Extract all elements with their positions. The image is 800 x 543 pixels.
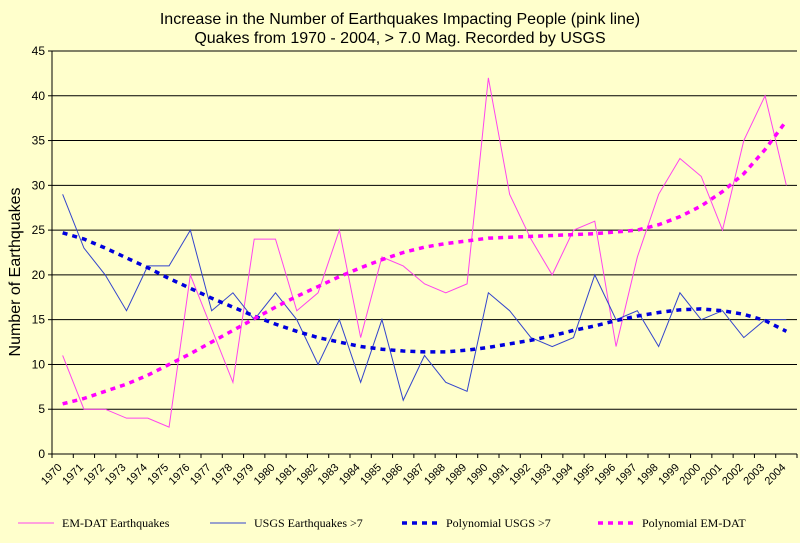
x-tick-label-1999: 1999 — [656, 462, 682, 488]
x-tick-label-1996: 1996 — [592, 462, 618, 488]
x-tick-label-1984: 1984 — [337, 462, 363, 488]
legend-label-0: EM-DAT Earthquakes — [62, 516, 170, 530]
x-tick-label-1993: 1993 — [529, 462, 555, 488]
x-tick-label-1977: 1977 — [188, 462, 214, 488]
x-tick-label-1990: 1990 — [465, 462, 491, 488]
y-tick-label-25: 25 — [32, 223, 46, 237]
x-tick-label-1973: 1973 — [103, 462, 129, 488]
y-tick-label-40: 40 — [32, 89, 46, 103]
legend-label-1: USGS Earthquakes >7 — [254, 516, 363, 530]
y-axis-label: Number of Earthquakes — [7, 188, 24, 357]
x-tick-label-1980: 1980 — [252, 462, 278, 488]
series-line-1 — [62, 194, 787, 402]
legend: EM-DAT Earthquakes USGS Earthquakes >7 Pol… — [18, 516, 746, 530]
x-tick-label-1994: 1994 — [550, 462, 576, 488]
x-tick-label-1981: 1981 — [273, 462, 299, 488]
x-tick-label-2004: 2004 — [763, 462, 789, 488]
legend-label-2: Polynomial USGS >7 — [446, 516, 551, 530]
x-tick-label-2002: 2002 — [720, 462, 746, 488]
series-layer — [62, 77, 788, 428]
x-tick-label-1971: 1971 — [60, 462, 86, 488]
x-tick-label-2001: 2001 — [699, 462, 725, 488]
x-tick-label-2003: 2003 — [741, 462, 767, 488]
axes — [51, 51, 797, 455]
x-tick-label-1975: 1975 — [145, 462, 171, 488]
x-tick-label-1976: 1976 — [167, 462, 193, 488]
y-tick-label-30: 30 — [32, 178, 46, 192]
y-tick-label-0: 0 — [38, 447, 45, 461]
x-tick-label-1979: 1979 — [231, 462, 257, 488]
y-tick-label-35: 35 — [32, 134, 46, 148]
x-tick-label-1991: 1991 — [486, 462, 512, 488]
x-tick-label-1985: 1985 — [358, 462, 384, 488]
series-line-2 — [62, 231, 788, 354]
x-tick-label-1987: 1987 — [401, 462, 427, 488]
x-tick-label-2000: 2000 — [678, 462, 704, 488]
y-tick-label-45: 45 — [32, 44, 46, 58]
plot-area — [52, 51, 797, 454]
x-tick-label-1989: 1989 — [443, 462, 469, 488]
chart-title: Increase in the Number of Earthquakes Im… — [160, 11, 640, 28]
x-tick-label-1982: 1982 — [294, 462, 320, 488]
series-line-0 — [62, 77, 787, 428]
y-tick-label-15: 15 — [32, 313, 46, 327]
x-tick-label-1970: 1970 — [39, 462, 65, 488]
y-tick-label-10: 10 — [32, 357, 46, 371]
x-tick-label-1998: 1998 — [635, 462, 661, 488]
x-tick-label-1983: 1983 — [316, 462, 342, 488]
x-tick-label-1986: 1986 — [380, 462, 406, 488]
x-tick-label-1974: 1974 — [124, 462, 150, 488]
x-tick-label-1992: 1992 — [507, 462, 533, 488]
x-tick-label-1972: 1972 — [82, 462, 108, 488]
y-tick-label-20: 20 — [32, 268, 46, 282]
x-tick-label-1997: 1997 — [614, 462, 640, 488]
x-tick-label-1978: 1978 — [209, 462, 235, 488]
x-tick-label-1995: 1995 — [571, 462, 597, 488]
y-tick-label-5: 5 — [38, 402, 45, 416]
chart-subtitle: Quakes from 1970 - 2004, > 7.0 Mag. Reco… — [194, 30, 605, 47]
x-tick-label-1988: 1988 — [422, 462, 448, 488]
legend-label-3: Polynomial EM-DAT — [642, 516, 746, 530]
y-ticks: 0 5 10 15 20 25 30 35 40 45 — [32, 44, 52, 461]
x-ticks: 1970197119721973197419751976197719781979… — [39, 454, 798, 488]
gridlines — [52, 50, 797, 410]
